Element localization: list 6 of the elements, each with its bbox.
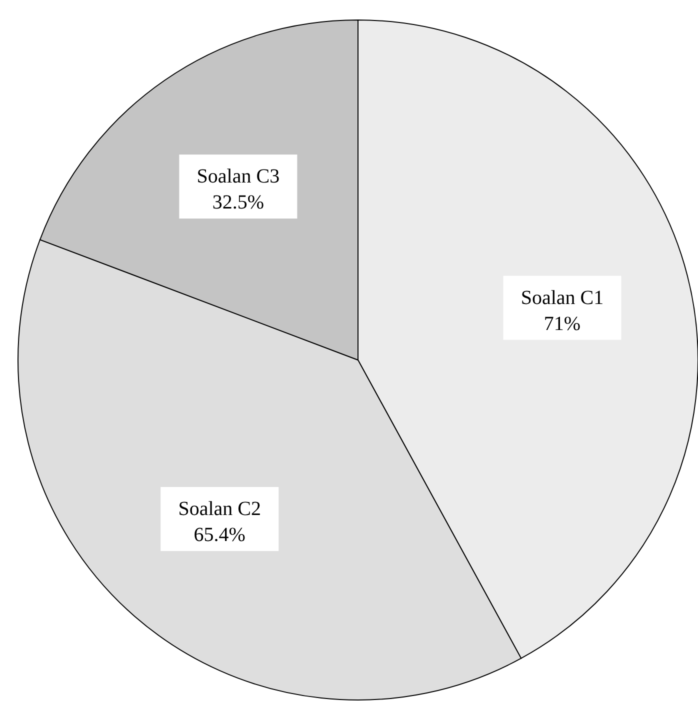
data-label: 71% bbox=[544, 312, 581, 335]
data-label: 32.5% bbox=[212, 192, 264, 214]
data-label: 65.4% bbox=[194, 524, 246, 546]
slice-label: Soalan C1 bbox=[520, 286, 604, 309]
slice-label: Soalan C2 bbox=[178, 498, 262, 520]
slice-label: Soalan C3 bbox=[196, 166, 280, 188]
